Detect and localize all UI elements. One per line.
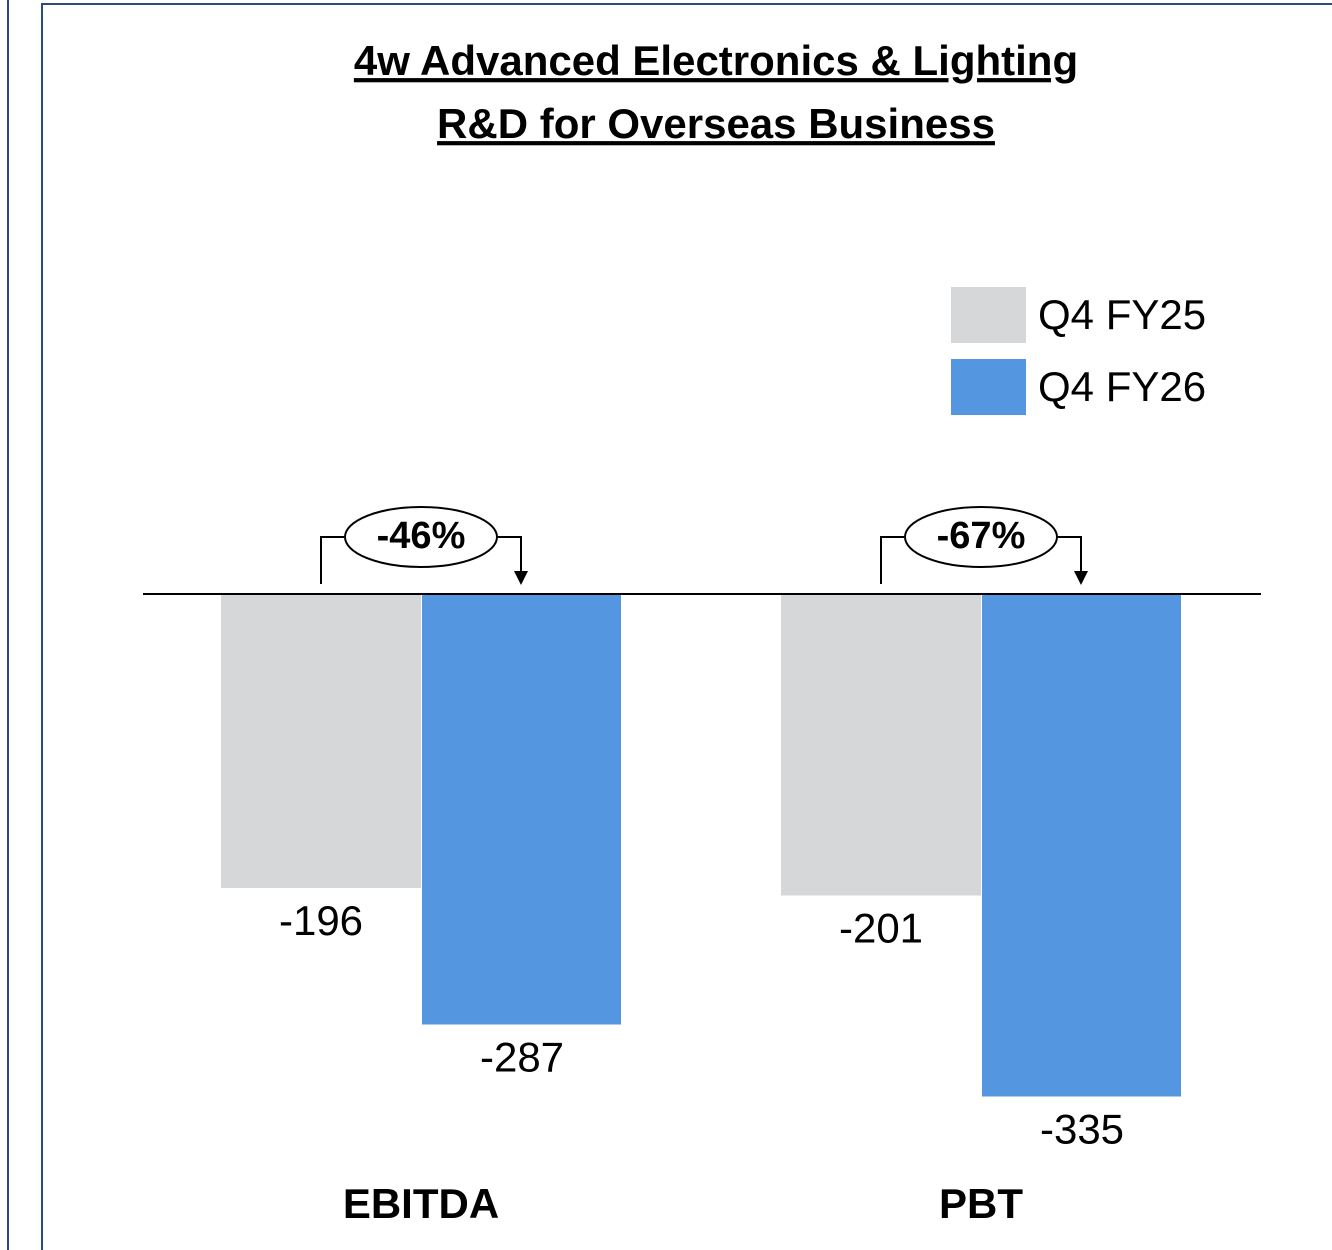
value-label: -196: [279, 897, 363, 944]
value-label: -201: [839, 905, 923, 952]
bar: [422, 594, 621, 1025]
annotation-arrowhead: [1074, 571, 1088, 585]
bar: [982, 594, 1181, 1097]
bar: [221, 594, 421, 888]
value-label: -287: [480, 1034, 564, 1081]
chart-title: 4w Advanced Electronics & Lighting: [354, 37, 1078, 84]
bar: [781, 594, 981, 896]
annotation-arrowhead: [514, 571, 528, 585]
panel-border: [41, 3, 1332, 1250]
annotation-connector: [320, 536, 522, 584]
annotation: -46%: [377, 515, 466, 557]
legend-swatch: [951, 287, 1026, 343]
chart-title: R&D for Overseas Business: [437, 100, 995, 147]
legend-swatch: [951, 359, 1026, 415]
value-label: -335: [1040, 1106, 1124, 1153]
legend-label: Q4 FY26: [1038, 363, 1206, 410]
x-tick-label: EBITDA: [343, 1180, 499, 1227]
x-tick-label: PBT: [939, 1180, 1023, 1227]
annotation: -67%: [937, 515, 1026, 557]
annotation-bubble: [344, 506, 498, 568]
annotation-connector: [880, 536, 1082, 584]
annotation-bubble: [904, 506, 1058, 568]
legend-label: Q4 FY25: [1038, 291, 1206, 338]
